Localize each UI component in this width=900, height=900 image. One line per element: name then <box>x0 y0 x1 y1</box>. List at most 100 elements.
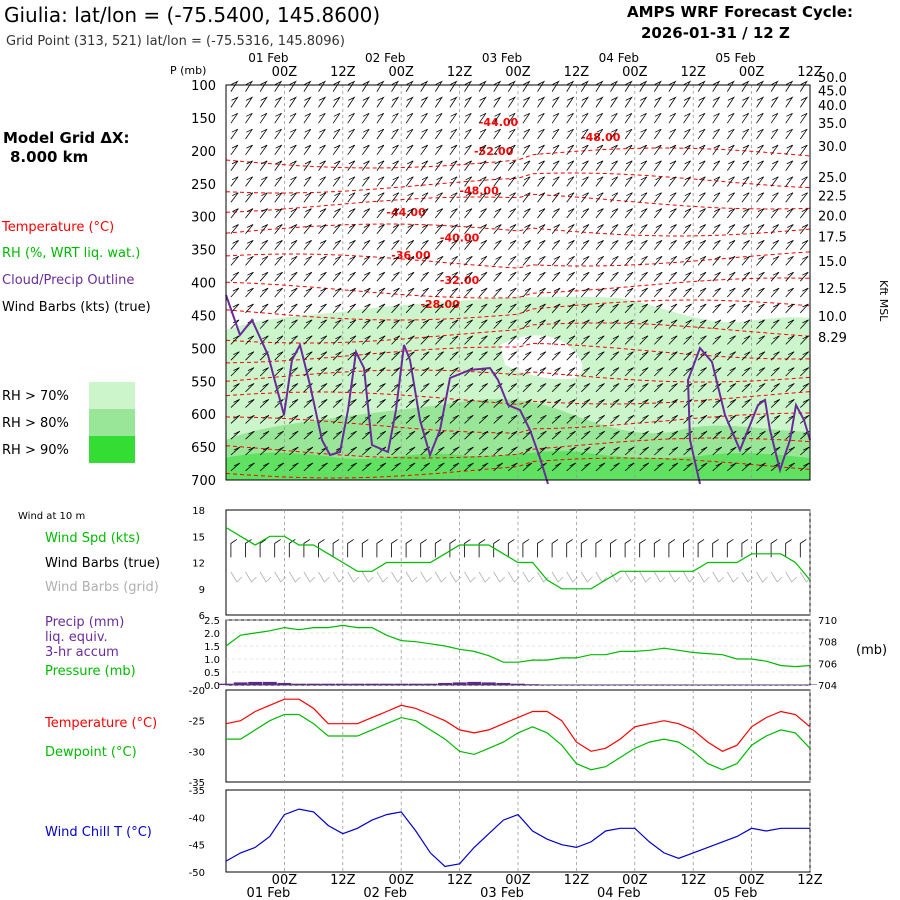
wind-barb <box>318 255 327 266</box>
wind-barb-true <box>274 539 281 558</box>
wind-barb <box>595 160 604 171</box>
wind-barb <box>361 192 370 203</box>
legend-rh70: RH > 70% <box>2 389 69 404</box>
wind-barb <box>566 287 575 298</box>
wind-barb <box>624 112 633 124</box>
pressure-tick-label: 550 <box>191 375 216 390</box>
wind-barb <box>435 367 445 377</box>
wind-barb <box>653 192 662 203</box>
wind-barb <box>347 96 356 108</box>
wind-barb <box>712 112 720 124</box>
pressure-tick-label: 350 <box>191 244 216 259</box>
wind-barb <box>522 399 532 408</box>
wind-barb <box>288 80 297 92</box>
wind-barb <box>697 160 706 171</box>
wind-barb <box>391 271 400 282</box>
temp-tick-label: -35 <box>189 778 205 789</box>
wind-barb <box>522 144 531 156</box>
wind-barb <box>274 287 283 298</box>
wind-barb <box>785 399 795 408</box>
wind-barb <box>405 319 415 329</box>
wind-barb <box>551 128 560 140</box>
wind-barb <box>712 192 721 203</box>
wind-barb <box>756 144 764 156</box>
wind-barb <box>435 462 445 472</box>
wind-barb <box>683 351 693 361</box>
wind-barb <box>610 192 619 203</box>
wind-barb <box>478 255 488 266</box>
wind-barb <box>376 160 385 171</box>
wind-barb <box>537 319 546 329</box>
wind-barb <box>508 319 517 329</box>
wind-barb <box>799 80 808 92</box>
wind-barb <box>435 414 445 424</box>
wind-barb-grid <box>332 571 345 583</box>
wind-barb <box>741 176 750 187</box>
wind-barb <box>551 255 561 266</box>
bottom-date-label: 01 Feb <box>247 886 291 900</box>
wind-barb <box>347 367 357 377</box>
wind-barb <box>230 414 240 424</box>
wind-barb <box>537 255 546 266</box>
wind-barb <box>697 367 707 377</box>
wind-barb <box>799 255 809 266</box>
top-time-label: 12Z <box>680 65 706 80</box>
wind-barb <box>668 144 677 156</box>
top-date-label: 02 Feb <box>365 51 405 65</box>
wind-barb <box>668 303 678 314</box>
wind-barb <box>303 224 312 235</box>
wind-barb <box>580 224 590 235</box>
pressure-tick-label: 200 <box>191 145 216 160</box>
wind-barb <box>741 446 752 456</box>
wind-barb <box>507 96 517 108</box>
wind-barb <box>376 399 386 408</box>
wind-barb-true <box>230 539 238 558</box>
wind-barb <box>537 351 547 361</box>
wind-barb <box>274 240 283 250</box>
wind-barb <box>347 240 356 250</box>
wind-barb <box>449 351 459 361</box>
wind-barb <box>551 144 560 156</box>
wind-barb <box>756 80 765 92</box>
wind-barb <box>639 80 648 92</box>
wind-barb <box>712 160 721 171</box>
wind-barb <box>668 367 678 377</box>
wind-barb <box>712 144 721 156</box>
wind-barb <box>639 128 647 140</box>
wind-barb <box>318 160 326 171</box>
wind-barb <box>493 128 501 140</box>
wind-barb <box>303 287 313 298</box>
wind-barb <box>741 255 751 266</box>
wind-barb <box>420 367 430 377</box>
wind-barb <box>537 224 546 235</box>
wind-barb <box>785 271 794 282</box>
wind-barb <box>493 335 503 345</box>
wind-barb <box>391 335 401 345</box>
wind-barb <box>245 208 254 219</box>
wind-barb <box>449 303 459 314</box>
wind-barb <box>595 351 605 361</box>
wind-barb <box>595 224 604 235</box>
pressure-tick-label: 400 <box>191 277 216 292</box>
wind-barb <box>683 96 692 108</box>
wind-barb <box>683 255 692 266</box>
wind-barb <box>289 287 298 298</box>
wind-barb <box>756 367 766 377</box>
wind-barb <box>391 224 400 235</box>
wind-barb-true <box>580 539 588 558</box>
wind-barb <box>303 240 312 250</box>
wind-barb <box>785 287 794 298</box>
precip-bar <box>379 683 394 685</box>
wind-barb <box>245 160 253 171</box>
wind-barb-true <box>405 539 413 558</box>
wind-barb <box>259 160 268 171</box>
wind-barb <box>522 319 532 329</box>
wind-barb <box>391 176 400 187</box>
wind-barb <box>259 351 269 361</box>
wind-barb-true <box>493 539 500 558</box>
wind-barb <box>624 462 635 472</box>
wind-barb <box>332 335 342 345</box>
wind-barb <box>245 351 255 361</box>
wind-barb <box>493 240 502 250</box>
wind-barb <box>289 399 299 408</box>
